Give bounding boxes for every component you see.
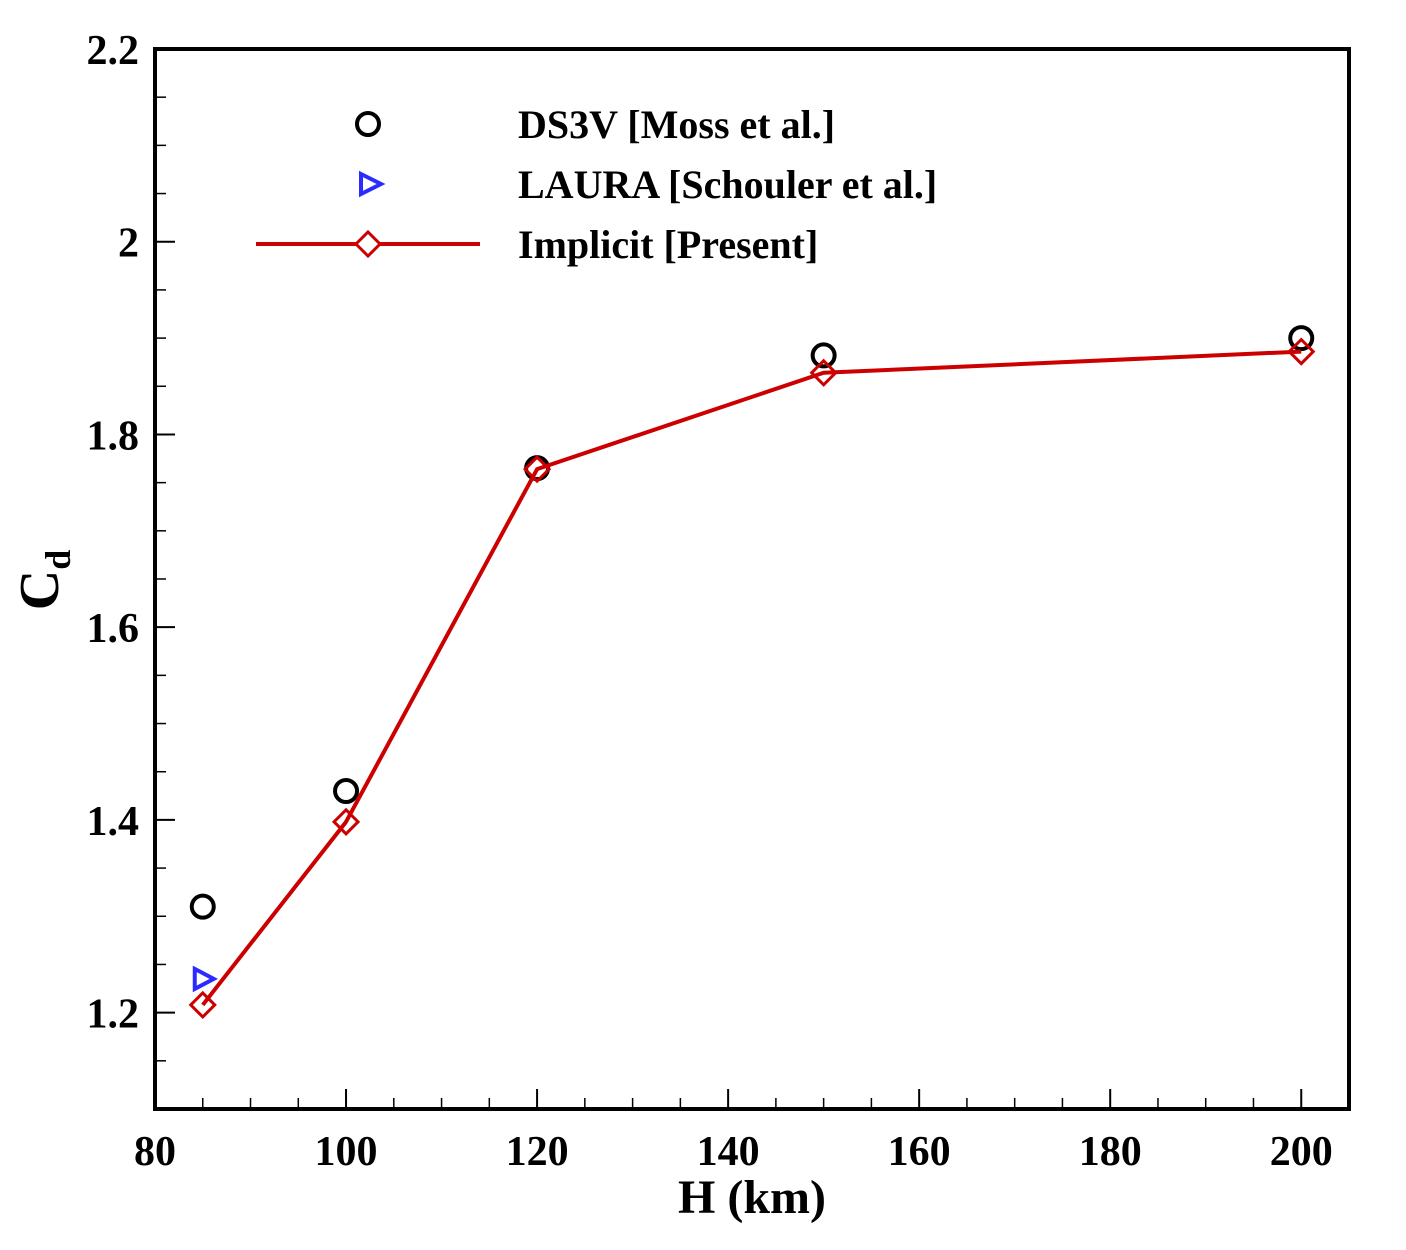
data-point-circle xyxy=(189,893,216,920)
y-axis-title-main: C xyxy=(9,570,71,610)
series-2 xyxy=(188,337,1316,1020)
legend-marker-diamond xyxy=(353,229,383,259)
x-tick-label: 180 xyxy=(1079,1129,1142,1175)
y-tick-label: 1.6 xyxy=(87,606,140,652)
data-point-diamond xyxy=(188,990,217,1020)
y-tick-label: 1.2 xyxy=(87,992,140,1038)
y-tick-label: 2 xyxy=(118,221,139,267)
x-tick-label: 160 xyxy=(888,1129,951,1175)
y-tick-label: 1.4 xyxy=(87,799,140,845)
plot-frame xyxy=(153,47,1351,1111)
legend-marker-circle xyxy=(355,111,381,137)
legend-label-implicit: Implicit [Present] xyxy=(518,222,818,267)
data-point-diamond xyxy=(331,807,361,836)
major-ticks xyxy=(154,48,1303,1109)
x-axis-title: H (km) xyxy=(678,1171,826,1224)
x-tick-label: 80 xyxy=(134,1129,176,1175)
legend: DS3V [Moss et al.] LAURA [Schouler et al… xyxy=(256,102,937,267)
data-point-circle xyxy=(810,342,837,369)
legend-label-laura: LAURA [Schouler et al.] xyxy=(518,162,937,207)
y-tick-label: 2.2 xyxy=(87,28,140,74)
tick-labels: 80 100 120 140 160 180 200 1.2 1.4 1.6 1.8 2 2.2 xyxy=(87,28,1333,1175)
y-axis-title: Cd xyxy=(9,550,78,610)
legend-entry-laura: LAURA [Schouler et al.] xyxy=(359,162,937,207)
legend-label-ds3v: DS3V [Moss et al.] xyxy=(518,102,835,147)
x-tick-label: 100 xyxy=(315,1129,378,1175)
series-line xyxy=(201,349,1302,1007)
data-point-diamond xyxy=(809,358,838,387)
legend-marker-triangle xyxy=(359,170,386,198)
data-point-circle xyxy=(333,778,360,804)
series-layer xyxy=(188,325,1316,1020)
y-axis-title-subscript: d xyxy=(38,550,78,570)
legend-entry-implicit: Implicit [Present] xyxy=(256,222,818,267)
data-point-circle xyxy=(1288,325,1315,352)
legend-entry-ds3v: DS3V [Moss et al.] xyxy=(355,102,835,147)
x-tick-label: 120 xyxy=(506,1129,569,1175)
y-tick-label: 1.8 xyxy=(87,413,140,459)
series-1 xyxy=(192,965,219,993)
x-tick-label: 140 xyxy=(697,1129,760,1175)
data-point-diamond xyxy=(522,455,552,484)
x-tick-label: 200 xyxy=(1270,1129,1333,1175)
data-point-diamond xyxy=(1287,337,1316,366)
data-point-triangle xyxy=(192,965,219,993)
